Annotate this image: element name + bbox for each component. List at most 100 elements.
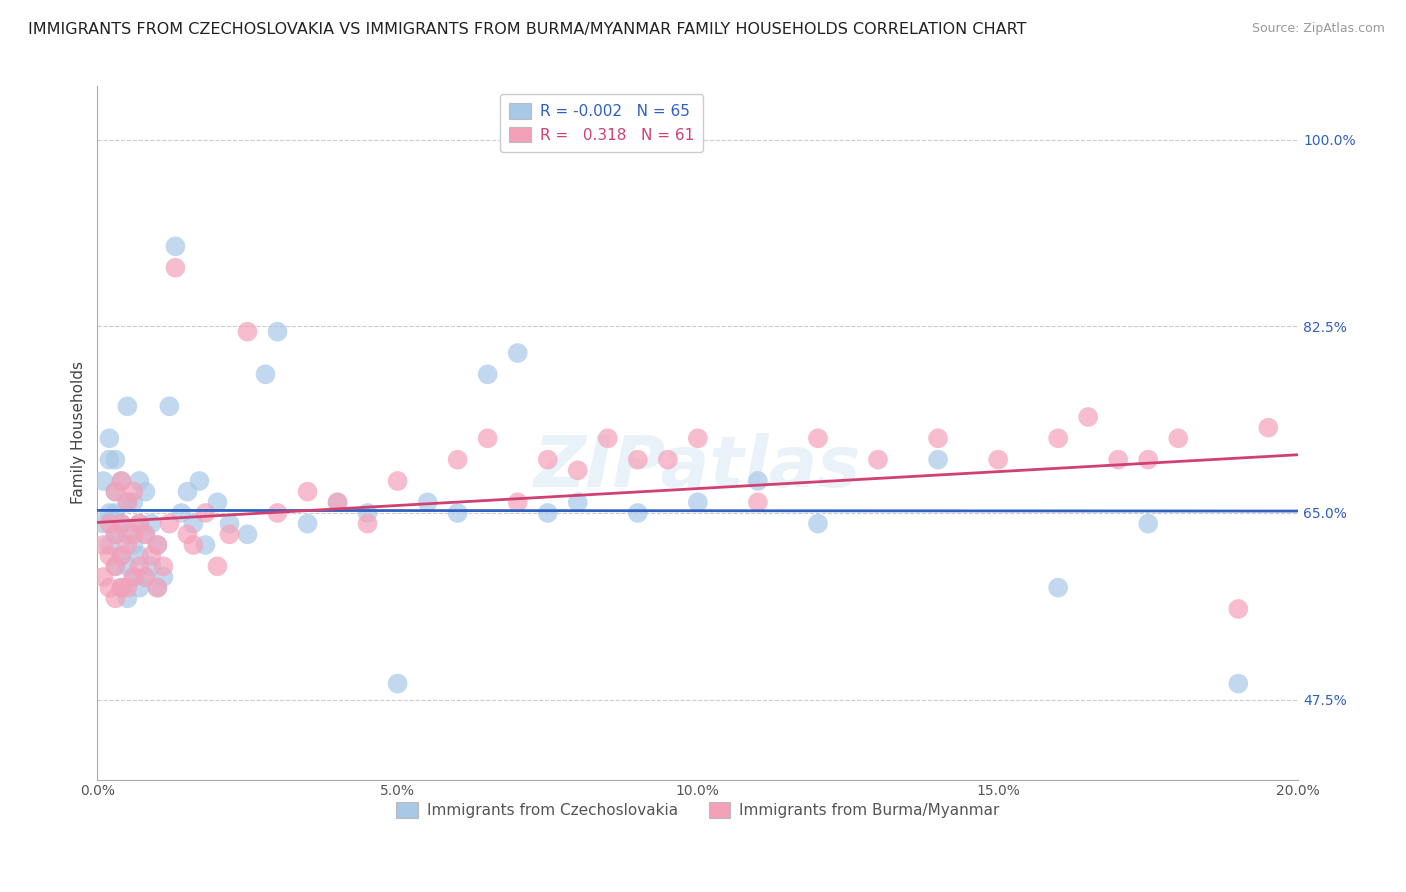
Point <box>117 400 139 414</box>
Point <box>110 581 132 595</box>
Point <box>387 474 409 488</box>
Point <box>218 516 240 531</box>
Y-axis label: Family Households: Family Households <box>72 361 86 505</box>
Point <box>567 463 589 477</box>
Point <box>104 484 127 499</box>
Point <box>93 474 115 488</box>
Point <box>146 581 169 595</box>
Point <box>157 516 180 531</box>
Point <box>183 538 205 552</box>
Point <box>416 495 439 509</box>
Point <box>117 495 139 509</box>
Point <box>266 506 288 520</box>
Point <box>93 538 115 552</box>
Point <box>146 581 169 595</box>
Text: Source: ZipAtlas.com: Source: ZipAtlas.com <box>1251 22 1385 36</box>
Point <box>128 474 150 488</box>
Point <box>117 581 139 595</box>
Point <box>207 495 229 509</box>
Point <box>128 516 150 531</box>
Point <box>93 570 115 584</box>
Point <box>98 431 121 445</box>
Point <box>297 516 319 531</box>
Point <box>98 452 121 467</box>
Point <box>218 527 240 541</box>
Point <box>128 549 150 563</box>
Point <box>1227 602 1250 616</box>
Point <box>104 452 127 467</box>
Point <box>567 495 589 509</box>
Point <box>254 368 277 382</box>
Point <box>447 452 470 467</box>
Point <box>1227 676 1250 690</box>
Point <box>1047 581 1070 595</box>
Point <box>110 516 132 531</box>
Point <box>506 346 529 360</box>
Point <box>447 506 470 520</box>
Point <box>686 495 709 509</box>
Point <box>686 431 709 445</box>
Point <box>477 368 499 382</box>
Point <box>134 570 156 584</box>
Point <box>122 570 145 584</box>
Point <box>387 676 409 690</box>
Point <box>807 431 830 445</box>
Point <box>627 452 650 467</box>
Point <box>747 495 769 509</box>
Point <box>356 516 378 531</box>
Point <box>537 506 560 520</box>
Point <box>141 516 163 531</box>
Point <box>477 431 499 445</box>
Point <box>866 452 889 467</box>
Point <box>194 506 217 520</box>
Point <box>1077 409 1099 424</box>
Point <box>122 527 145 541</box>
Point <box>134 570 156 584</box>
Point <box>104 559 127 574</box>
Point <box>657 452 679 467</box>
Point <box>165 239 187 253</box>
Point <box>747 474 769 488</box>
Point <box>927 431 949 445</box>
Point <box>122 484 145 499</box>
Point <box>122 570 145 584</box>
Point <box>537 452 560 467</box>
Point <box>110 474 132 488</box>
Point <box>110 581 132 595</box>
Point <box>104 484 127 499</box>
Point <box>1137 516 1160 531</box>
Point <box>326 495 349 509</box>
Point <box>927 452 949 467</box>
Point <box>122 538 145 552</box>
Point <box>236 325 259 339</box>
Point <box>128 559 150 574</box>
Point <box>117 538 139 552</box>
Point <box>141 559 163 574</box>
Point <box>1107 452 1129 467</box>
Point <box>98 549 121 563</box>
Point <box>117 527 139 541</box>
Point <box>807 516 830 531</box>
Point <box>141 549 163 563</box>
Point <box>104 559 127 574</box>
Legend: Immigrants from Czechoslovakia, Immigrants from Burma/Myanmar: Immigrants from Czechoslovakia, Immigran… <box>389 796 1005 824</box>
Point <box>1137 452 1160 467</box>
Point <box>110 549 132 563</box>
Point <box>266 325 288 339</box>
Point <box>104 527 127 541</box>
Point <box>506 495 529 509</box>
Text: IMMIGRANTS FROM CZECHOSLOVAKIA VS IMMIGRANTS FROM BURMA/MYANMAR FAMILY HOUSEHOLD: IMMIGRANTS FROM CZECHOSLOVAKIA VS IMMIGR… <box>28 22 1026 37</box>
Point <box>1257 420 1279 434</box>
Text: ZIPatlas: ZIPatlas <box>534 434 862 502</box>
Point <box>188 474 211 488</box>
Point <box>122 495 145 509</box>
Point <box>93 516 115 531</box>
Point <box>176 527 198 541</box>
Point <box>297 484 319 499</box>
Point <box>165 260 187 275</box>
Point <box>104 527 127 541</box>
Point <box>128 516 150 531</box>
Point <box>1047 431 1070 445</box>
Point <box>104 591 127 606</box>
Point <box>98 538 121 552</box>
